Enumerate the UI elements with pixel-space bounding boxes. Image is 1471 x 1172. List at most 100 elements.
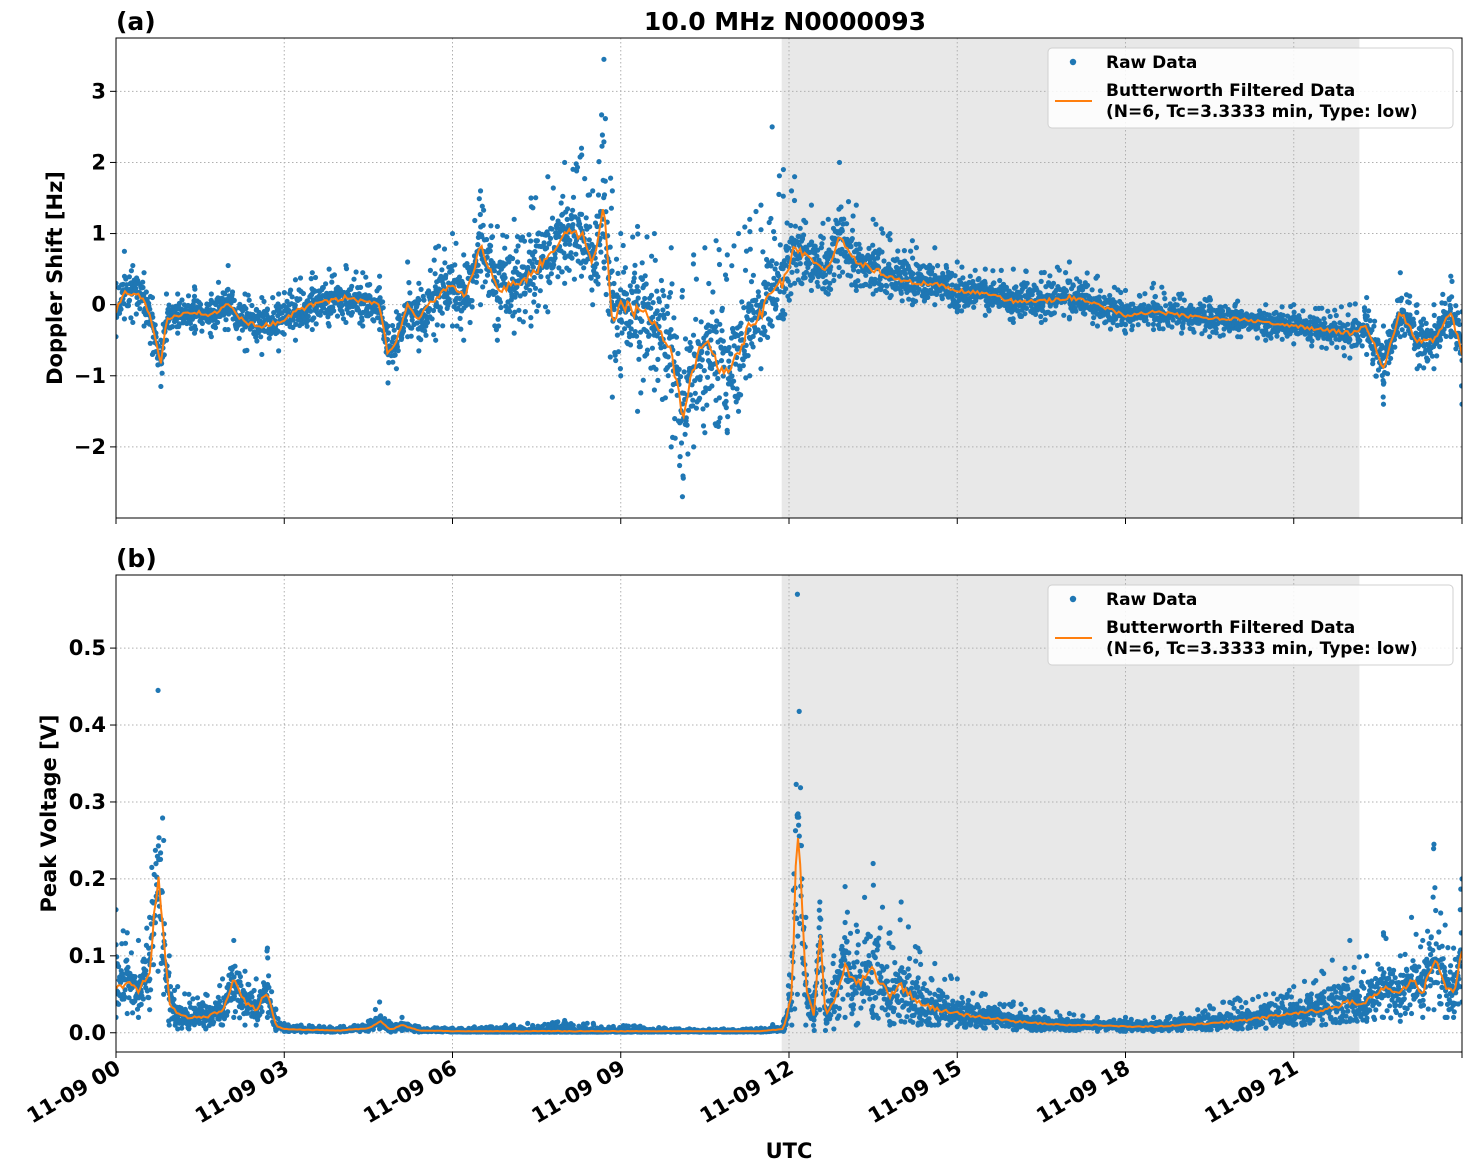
panel-a-raw-point xyxy=(475,262,481,268)
panel-a-raw-point xyxy=(208,291,214,297)
panel-a-raw-point xyxy=(880,230,886,236)
panel-a-raw-point xyxy=(549,226,555,232)
panel-a-raw-point xyxy=(803,269,809,275)
panel-a-raw-point xyxy=(1022,311,1028,317)
panel-a-raw-point xyxy=(586,192,593,198)
panel-a-raw-point xyxy=(528,323,534,329)
panel-a-raw-point xyxy=(336,294,342,300)
panel-a-raw-point xyxy=(639,260,645,266)
figure-title: 10.0 MHz N0000093 xyxy=(644,7,926,36)
panel-a-raw-point xyxy=(682,336,689,342)
panel-a-raw-point xyxy=(581,265,587,271)
panel-a-raw-point xyxy=(1364,313,1370,319)
panel-a-raw-point xyxy=(275,328,281,334)
panel-a-raw-point xyxy=(789,269,795,275)
panel-a-raw-point xyxy=(159,370,165,376)
panel-a-raw-point xyxy=(589,287,595,293)
panel-a-raw-point xyxy=(1300,308,1306,314)
panel-a-raw-point xyxy=(786,297,792,303)
panel-a-raw-point xyxy=(685,451,691,457)
panel-a-raw-point xyxy=(786,245,792,251)
panel-a-raw-point xyxy=(720,338,726,344)
panel-a-raw-point xyxy=(675,350,681,357)
panel-a-raw-point xyxy=(433,245,439,251)
panel-a-raw-point xyxy=(1010,266,1016,272)
panel-a-raw-point xyxy=(305,313,311,319)
panel-a-raw-point xyxy=(1202,327,1208,333)
panel-a-raw-point xyxy=(562,159,568,166)
panel-a-raw-point xyxy=(776,273,782,279)
panel-a-raw-point xyxy=(792,280,798,286)
panel-a-raw-point xyxy=(599,143,605,149)
panel-a-raw-point xyxy=(449,230,456,237)
panel-a-raw-point xyxy=(430,307,437,314)
panel-a-raw-point xyxy=(713,422,719,429)
panel-a-raw-point xyxy=(802,275,808,281)
panel-a-raw-point xyxy=(443,272,449,278)
panel-a-raw-point xyxy=(532,249,538,255)
panel-b-raw-point xyxy=(122,987,128,993)
panel-a-raw-point xyxy=(191,293,198,299)
panel-a-raw-point xyxy=(649,253,655,259)
panel-a-raw-point xyxy=(1448,334,1454,340)
panel-a-raw-point xyxy=(242,348,248,354)
panel-a-raw-point xyxy=(432,271,438,277)
panel-a-raw-point xyxy=(376,273,383,279)
panel-a-raw-point xyxy=(689,382,695,388)
panel-a-raw-point xyxy=(1122,287,1129,294)
panel-a-raw-point xyxy=(1380,401,1387,407)
panel-a-raw-point xyxy=(690,397,696,403)
panel-a-raw-point xyxy=(522,290,528,296)
panel-a-raw-point xyxy=(532,285,539,291)
panel-a-raw-point xyxy=(753,208,759,215)
panel-a-raw-point xyxy=(793,262,800,268)
panel-a-raw-point xyxy=(1362,308,1368,314)
panel-a-raw-point xyxy=(887,230,893,237)
panel-a-raw-point xyxy=(669,281,675,287)
panel-a-raw-point xyxy=(780,193,786,199)
panel-a-raw-point xyxy=(726,344,732,351)
panel-a-raw-point xyxy=(733,361,739,367)
panel-a-raw-point xyxy=(320,285,326,291)
panel-a-raw-point xyxy=(676,366,682,372)
panel-a-raw-point xyxy=(453,240,459,246)
panel-a-raw-point xyxy=(577,221,583,227)
panel-a-raw-point xyxy=(803,219,809,226)
panel-a-raw-point xyxy=(932,302,938,308)
panel-a-raw-point xyxy=(704,402,710,408)
panel-a-raw-point xyxy=(147,340,153,346)
panel-a-raw-point xyxy=(225,326,231,333)
panel-a-raw-point xyxy=(1459,357,1462,363)
panel-a-raw-point xyxy=(447,299,453,305)
panel-a-raw-point xyxy=(1191,329,1197,335)
panel-a-raw-point xyxy=(491,268,497,274)
panel-a-raw-point xyxy=(851,267,857,273)
panel-a-raw-point xyxy=(1085,282,1091,288)
panel-a-raw-point xyxy=(1389,349,1395,355)
panel-a-raw-point xyxy=(509,255,516,262)
panel-a-y-tick-label: −1 xyxy=(74,364,106,388)
panel-a-raw-point xyxy=(954,309,960,315)
panel-a-raw-point xyxy=(225,262,231,269)
panel-a-raw-point xyxy=(769,124,775,130)
panel-a-raw-point xyxy=(673,334,680,340)
panel-a-raw-point xyxy=(472,217,478,224)
panel-a-raw-point xyxy=(515,243,521,249)
panel-a-raw-point xyxy=(567,237,573,243)
panel-a-raw-point xyxy=(863,272,869,278)
panel-a-raw-point xyxy=(1431,366,1437,372)
panel-a-raw-point xyxy=(545,174,551,180)
panel-a-raw-point xyxy=(141,270,147,276)
panel-a-raw-point xyxy=(1207,334,1213,340)
panel-a-raw-point xyxy=(489,234,496,240)
panel-a-raw-point xyxy=(812,243,818,249)
panel-a-raw-point xyxy=(690,261,697,267)
panel-a-raw-point xyxy=(1142,291,1148,297)
panel-a-raw-point xyxy=(879,249,885,255)
panel-a-raw-point xyxy=(855,278,861,284)
panel-a-raw-point xyxy=(292,277,299,283)
panel-a-raw-point xyxy=(870,242,876,248)
panel-a-raw-point xyxy=(853,283,860,289)
panel-a-raw-point xyxy=(169,324,176,330)
panel-a-raw-point xyxy=(477,211,483,218)
